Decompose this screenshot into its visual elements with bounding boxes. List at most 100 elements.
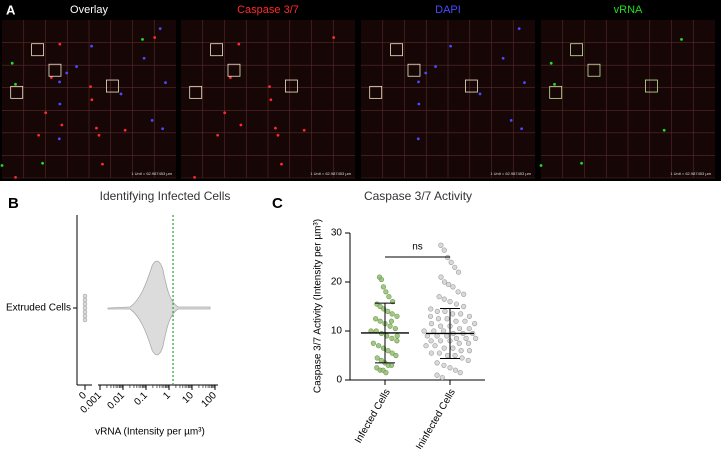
data-point xyxy=(373,316,379,322)
roi-box xyxy=(210,43,223,57)
cell-dot xyxy=(280,162,283,166)
data-point xyxy=(438,242,444,248)
data-point xyxy=(455,269,462,275)
data-point xyxy=(444,316,450,322)
cell-dot xyxy=(424,71,428,75)
roi-box xyxy=(549,85,563,99)
data-point xyxy=(453,301,460,307)
roi-box xyxy=(645,79,658,93)
data-point xyxy=(456,340,462,346)
data-point xyxy=(450,311,456,317)
scale-text: 1 Unit = 62.987453 µm xyxy=(131,171,172,176)
data-point xyxy=(444,352,451,359)
data-point xyxy=(438,274,444,280)
y-axis-label: Caspase 3/7 Activity (Intensity per µm³) xyxy=(313,219,324,393)
data-point xyxy=(455,289,461,295)
cell-dot xyxy=(523,81,526,85)
roi-box xyxy=(189,85,203,99)
cell-dot xyxy=(158,27,162,31)
cell-dot xyxy=(49,76,53,79)
cell-dot xyxy=(332,36,336,39)
cell-dot xyxy=(123,128,127,132)
zero-column xyxy=(82,293,88,323)
cell-dot xyxy=(65,71,69,75)
scale-text: 1 Unit = 62.987453 µm xyxy=(670,171,711,176)
cell-dot xyxy=(269,98,273,102)
cell-dot xyxy=(153,36,157,39)
data-point xyxy=(461,291,467,297)
data-point xyxy=(387,323,393,329)
x-tick-label: 0.1 xyxy=(132,390,150,408)
image-title: vRNA xyxy=(614,4,643,16)
cell-dot xyxy=(237,42,241,46)
image-title: Overlay xyxy=(70,4,108,16)
cell-dot xyxy=(239,123,243,127)
cell-dot xyxy=(553,82,556,86)
x-tick-label: Uninfected Cells xyxy=(412,387,458,449)
chart-title: Caspase 3/7 Activity xyxy=(364,189,472,203)
data-point xyxy=(393,352,399,359)
data-point xyxy=(452,264,458,270)
data-point xyxy=(450,284,456,290)
data-point xyxy=(374,355,380,361)
data-point xyxy=(434,308,440,315)
cell-dot xyxy=(193,176,196,179)
data-point xyxy=(461,303,467,310)
cell-dot xyxy=(417,80,420,84)
data-point xyxy=(462,318,468,324)
data-point xyxy=(388,318,395,324)
data-point xyxy=(431,328,437,334)
roi-box xyxy=(587,63,601,77)
data-point xyxy=(466,348,473,354)
roi-box xyxy=(106,79,119,93)
cell-dot xyxy=(274,126,277,130)
data-point xyxy=(472,321,478,327)
data-point xyxy=(385,348,391,354)
data-point xyxy=(441,345,447,351)
data-point xyxy=(463,335,469,341)
data-point xyxy=(453,335,460,341)
cell-dot xyxy=(142,56,146,60)
cell-dot xyxy=(58,102,62,106)
data-point xyxy=(383,370,389,376)
data-point xyxy=(392,325,398,332)
cell-dot xyxy=(223,111,227,115)
data-point xyxy=(375,343,382,349)
y-tick-label: 10 xyxy=(331,326,343,337)
scale-text: 1 Unit = 62.987453 µm xyxy=(490,171,531,176)
data-point xyxy=(440,328,447,334)
data-point xyxy=(436,350,442,356)
data-point xyxy=(445,281,452,288)
data-point xyxy=(428,350,434,356)
x-tick-label: 100 xyxy=(199,390,219,410)
data-point xyxy=(457,325,463,332)
cell-dot xyxy=(150,118,154,122)
cell-dot xyxy=(417,102,421,106)
cell-dot xyxy=(478,92,482,96)
data-point xyxy=(437,338,444,344)
data-point xyxy=(452,352,458,359)
cell-dot xyxy=(101,162,104,166)
data-point xyxy=(386,294,392,300)
data-point xyxy=(421,328,427,334)
data-point xyxy=(437,323,444,329)
panel-label: B xyxy=(8,195,19,212)
data-point xyxy=(459,355,465,361)
cell-dot xyxy=(276,133,280,137)
data-point xyxy=(441,247,447,253)
y-tick-label: 0 xyxy=(336,375,342,386)
cell-dot xyxy=(58,80,61,84)
data-point xyxy=(389,335,395,341)
cell-dot xyxy=(161,127,165,131)
cell-dot xyxy=(228,76,232,79)
x-axis-label: vRNA (Intensity per µm³) xyxy=(95,427,205,438)
cell-dot xyxy=(580,161,583,165)
scale-text: 1 Unit = 62.987453 µm xyxy=(310,171,351,176)
cell-dot xyxy=(549,61,553,65)
cell-dot xyxy=(416,137,420,141)
cell-dot xyxy=(37,133,41,137)
roi-box xyxy=(284,79,298,93)
swarm-cloud xyxy=(107,260,211,356)
data-point xyxy=(389,350,395,356)
